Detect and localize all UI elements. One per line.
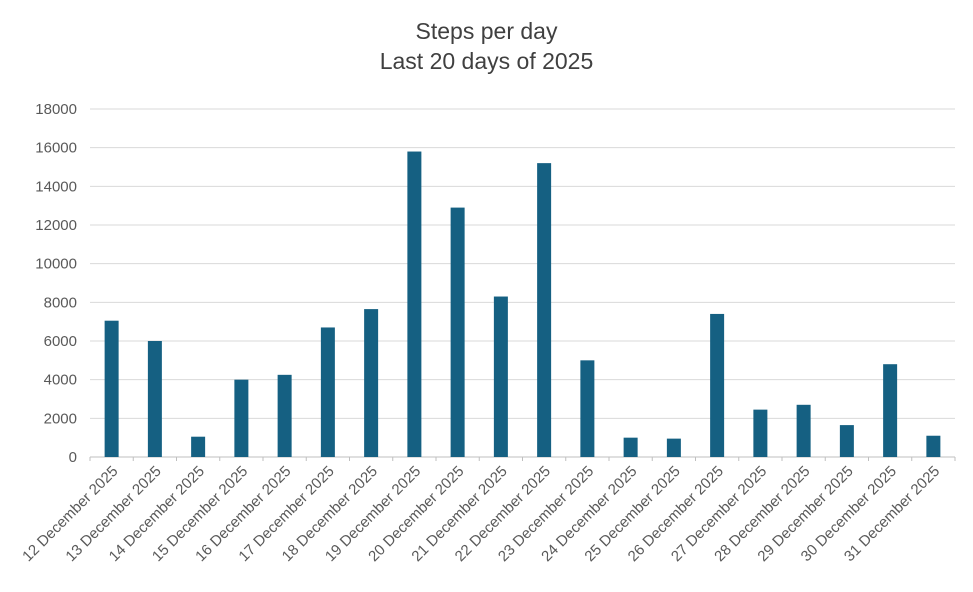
bar-19 [926,435,941,457]
bar-0 [104,320,119,457]
bar-4 [277,374,292,457]
chart-subtitle: Last 20 days of 2025 [379,48,594,74]
bar-14 [710,313,725,457]
bar-9 [493,296,508,457]
bar-17 [839,425,854,457]
chart-title: Steps per day [415,18,558,44]
y-axis-tick-label: 10000 [35,256,77,273]
y-axis-tick-label: 0 [69,449,77,466]
bar-15 [753,409,768,457]
y-axis-tick-label: 6000 [44,333,77,350]
y-axis-tick-label: 2000 [44,410,77,427]
y-axis-tick-label: 8000 [44,294,77,311]
bar-1 [147,341,162,457]
bar-10 [537,163,552,457]
y-axis-tick-label: 18000 [35,101,77,118]
y-axis-tick-label: 14000 [35,178,77,195]
bar-5 [320,327,335,457]
bar-3 [234,379,249,457]
y-axis-tick-label: 4000 [44,372,77,389]
chart-title-block: Steps per day Last 20 days of 2025 [0,16,973,76]
bar-2 [191,436,206,457]
bar-13 [666,438,681,457]
bar-6 [364,309,379,457]
bar-11 [580,360,595,457]
bar-7 [407,151,422,458]
y-axis-tick-label: 16000 [35,140,77,157]
bar-12 [623,437,638,457]
bar-18 [883,364,898,457]
bar-16 [796,404,811,457]
y-axis-tick-label: 12000 [35,217,77,234]
bar-8 [450,207,465,457]
